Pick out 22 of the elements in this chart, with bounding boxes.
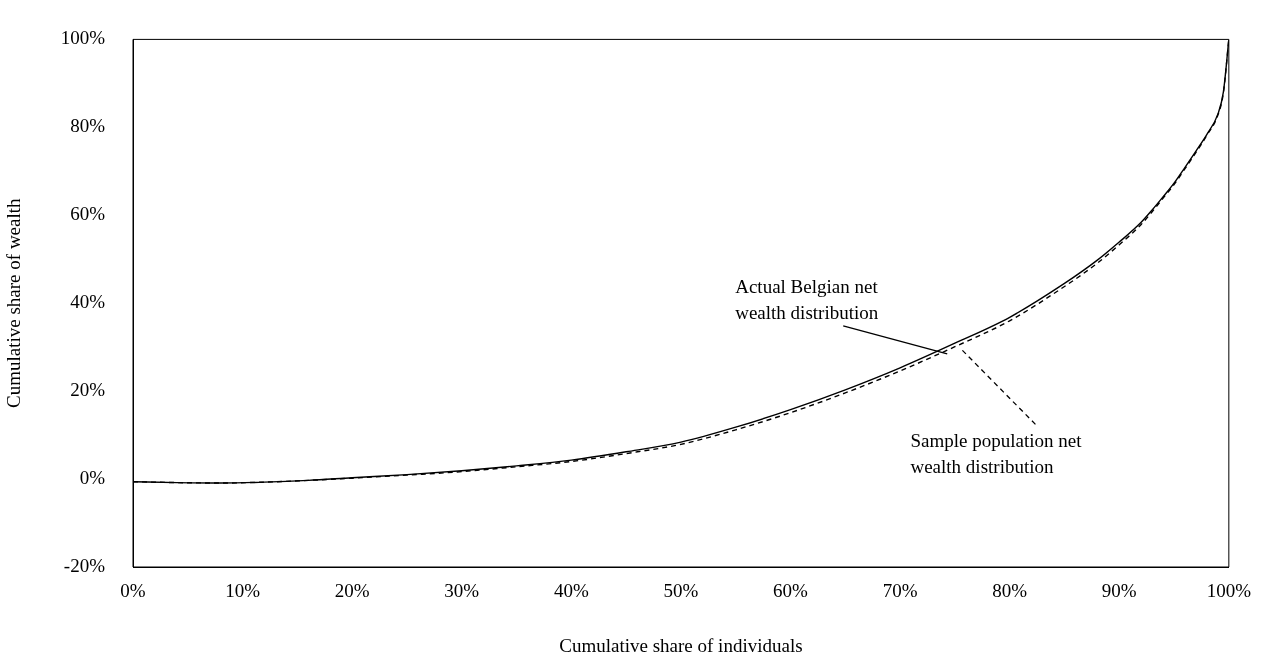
y-tick-label: 0% — [79, 467, 106, 489]
x-tick-label: 80% — [992, 580, 1028, 602]
x-tick-label: 30% — [444, 580, 480, 602]
x-tick-label: 60% — [773, 580, 809, 602]
x-tick-label: 0% — [120, 580, 146, 602]
x-tick-label: 90% — [1101, 580, 1137, 602]
x-axis-title: Cumulative share of individuals — [559, 634, 803, 656]
y-tick-label: 80% — [70, 115, 106, 137]
y-tick-label: 20% — [70, 379, 106, 401]
y-tick-label: 40% — [70, 291, 106, 313]
x-tick-label: 50% — [663, 580, 699, 602]
y-tick-label: 60% — [70, 203, 106, 225]
x-tick-label: 70% — [882, 580, 918, 602]
y-tick-label: 100% — [60, 27, 106, 49]
y-axis-title: Cumulative share of wealth — [3, 197, 25, 408]
x-tick-label: 40% — [553, 580, 589, 602]
x-tick-label: 10% — [225, 580, 261, 602]
y-tick-label: -20% — [63, 554, 106, 576]
annotation: Sample population net wealth distribution — [910, 430, 1083, 478]
annotation: Actual Belgian net wealth distribution — [735, 275, 879, 323]
x-tick-label: 100% — [1206, 580, 1252, 602]
x-tick-label: 20% — [334, 580, 370, 602]
